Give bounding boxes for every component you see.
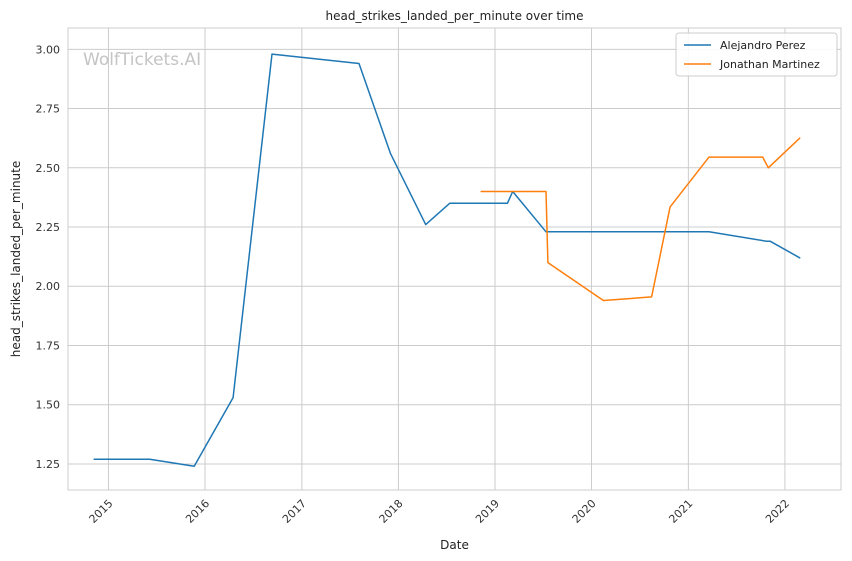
legend: Alejandro Perez Jonathan Martinez [675, 32, 838, 77]
x-axis-label: Date [440, 538, 469, 552]
series-line-alejandro-perez [93, 53, 801, 468]
series-line-jonathan-martinez [480, 137, 801, 302]
series-layer [93, 53, 801, 468]
y-tick-label: 2.75 [36, 103, 61, 116]
y-tick-label: 1.75 [36, 339, 61, 352]
y-tick-label: 2.00 [36, 280, 61, 293]
legend-entry-alejandro-perez: Alejandro Perez [720, 39, 806, 52]
chart-title: head_strikes_landed_per_minute over time [325, 9, 583, 23]
y-axis: 1.25 1.50 1.75 2.00 2.25 2.50 2.75 3.00 [36, 43, 61, 471]
plot-frame [67, 27, 842, 491]
y-tick-label: 1.50 [36, 399, 61, 412]
y-axis-label: head_strikes_landed_per_minute [9, 161, 23, 358]
legend-entry-jonathan-martinez: Jonathan Martinez [719, 58, 820, 71]
y-tick-label: 1.25 [36, 458, 61, 471]
legend-box [675, 32, 838, 77]
y-tick-label: 2.50 [36, 162, 61, 175]
grid [68, 28, 841, 490]
y-tick-label: 2.25 [36, 221, 61, 234]
y-tick-label: 3.00 [36, 43, 61, 56]
watermark: WolfTickets.AI [83, 50, 201, 70]
